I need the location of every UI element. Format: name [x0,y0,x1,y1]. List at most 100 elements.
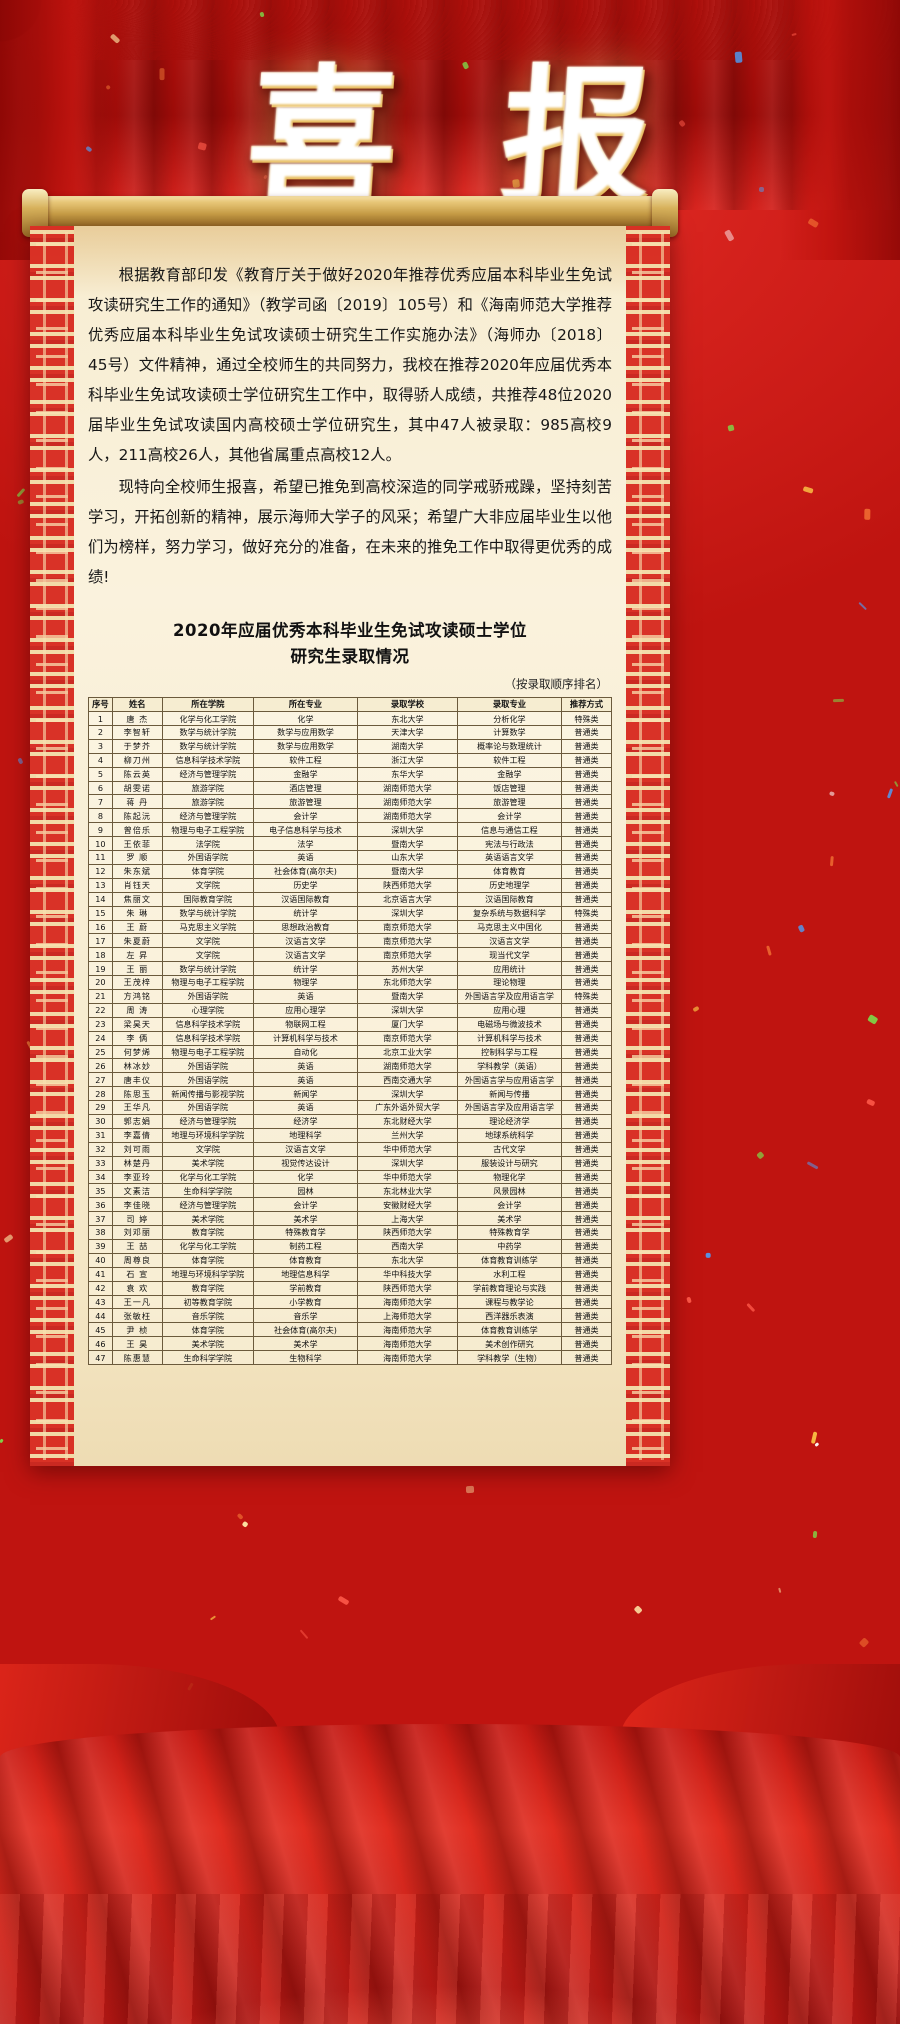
roster-cell: 软件工程 [456,752,563,768]
roster-cell: 朱东斌 [111,863,163,879]
confetti-piece [0,1438,5,1444]
roster-cell: 会计学 [456,1197,563,1213]
roster-cell: 左 昇 [111,947,163,963]
confetti-piece [685,1296,692,1303]
roster-cell: 普通类 [561,1127,612,1143]
roster-cell: 朱 琳 [111,905,163,921]
confetti-piece [727,424,735,432]
roster-cell: 数学与统计学院 [161,725,254,740]
table-row: 19 王 丽数学与统计学院 统计学 苏州大学 应用统计 普通类 [88,961,612,977]
roster-cell: 海南师范大学 [357,1350,458,1365]
roster-cell: 兰州大学 [357,1127,458,1143]
roster-cell: 英语语言文学 [456,850,563,865]
roster-cell: 38 [88,1225,113,1240]
roster-cell: 22 [88,1002,113,1018]
roster-cell: 普通类 [561,808,612,824]
roster-cell: 体育教育 [456,863,563,879]
roster-cell: 马克思主义学院 [161,919,254,935]
roster-cell: 普通类 [561,1002,612,1018]
table-row: 45 尹 桢体育学院 社会体育(高尔夫) 海南师范大学 体育教育训练学 普通类 [88,1322,612,1338]
roster-cell: 现当代文学 [456,947,563,963]
table-row: 21 方鸿铭 外国语学院 英语 暨南大学 外国语言学及应用语言学 特殊类 [88,988,612,1004]
roster-cell: 普通类 [561,1141,612,1157]
announcement-body: 根据教育部印发《教育厅关于做好2020年推荐优秀应届本科毕业生免试攻读研究生工作… [88,260,612,592]
roster-cell: 湖南师范大学 [357,1058,458,1074]
roster-cell: 刘邓丽 [111,1225,163,1240]
table-row: 35 文素洁 生命科学学院 园林 东北林业大学 风景园林 普通类 [88,1183,612,1199]
roster-cell: 历史学 [252,877,359,893]
roster-cell: 3 [88,738,113,754]
roster-cell: 张敏枉 [111,1308,163,1324]
confetti-piece [830,855,834,867]
roster-cell: 普通类 [561,766,612,782]
roster-cell: 思想政治教育 [252,919,359,935]
roster-cell: 外国语言学与应用语言学 [456,1072,563,1088]
silk-drape [0,1724,900,2024]
roster-cell: 柳刀州 [111,752,163,768]
table-row: 46 王 昊美术学院 美术学 海南师范大学 美术创作研究 普通类 [88,1336,612,1352]
roster-cell: 26 [88,1058,113,1074]
roster-cell: 普通类 [561,1183,612,1199]
roster-cell: 社会体育(高尔夫) [252,863,359,879]
roster-cell: 旅游学院 [161,794,254,810]
roster-cell: 会计学 [252,1197,359,1213]
table-row: 36 李佳晓 经济与管理学院 会计学 安徽财经大学 会计学 普通类 [88,1197,612,1213]
roster-cell: 旅游学院 [161,780,254,796]
roster-cell: 体育学院 [161,1322,254,1338]
roster-cell: 普通类 [561,1072,612,1088]
roster-cell: 胡雯诺 [111,780,163,796]
roster-cell: 41 [88,1266,113,1282]
roster-cell: 外国语言学及应用语言学 [456,1100,563,1115]
roster-cell: 物理与电子工程学院 [161,1044,254,1060]
roster-cell: 外国语学院 [161,988,254,1004]
roster-cell: 普通类 [561,1238,612,1254]
roster-cell: 暨南大学 [357,836,458,852]
roster-cell: 42 [88,1280,113,1296]
roster-cell: 普通类 [561,836,612,852]
paragraph-2: 现特向全校师生报喜，希望已推免到高校深造的同学戒骄戒躁，坚持刻苦学习，开拓创新的… [88,478,612,586]
roster-cell: 肖钰天 [111,877,163,893]
roster-cell: 分析化学 [456,711,563,727]
roster-cell: 软件工程 [252,752,359,768]
roster-cell: 服装设计与研究 [456,1155,563,1171]
roster-cell: 视觉传达设计 [252,1155,359,1171]
roster-cell: 物理与电子工程学院 [161,822,254,838]
roster-cell: 应用心理 [456,1002,563,1018]
roster-cell: 南京师范大学 [357,947,458,963]
confetti-piece [3,1233,15,1244]
roster-cell: 初等教育学院 [161,1294,254,1310]
roster-cell: 石 宣 [111,1266,163,1282]
roster-cell: 普通类 [561,961,612,977]
roster-cell: 普通类 [561,1211,612,1227]
confetti-piece [866,1013,879,1025]
roster-cell: 东北财经大学 [357,1113,458,1129]
roster-cell: 数学与统计学院 [161,738,254,754]
roster-cell: 文学院 [161,933,254,949]
confetti-piece [746,1303,755,1313]
roster-cell: 体育教育训练学 [456,1322,563,1338]
roster-cell: 普通类 [561,1016,612,1032]
confetti-piece [692,1005,700,1013]
roster-cell: 南京师范大学 [357,919,458,935]
roster-cell: 湖南师范大学 [357,780,458,796]
roster-cell: 化学与化工学院 [161,711,254,727]
roster-cell: 外国语学院 [161,1100,254,1115]
roster-cell: 35 [88,1183,113,1199]
roster-cell: 安徽财经大学 [357,1197,458,1213]
roster-cell: 数学与应用数学 [252,738,359,754]
roster-cell: 南京师范大学 [357,1030,458,1046]
roster-cell: 美术创作研究 [456,1336,563,1352]
roster-cell: 普通类 [561,877,612,893]
roster-cell: 8 [88,808,113,824]
roster-cell: 经济与管理学院 [161,808,254,824]
scroll: 根据教育部印发《教育厅关于做好2020年推荐优秀应届本科毕业生免试攻读研究生工作… [22,189,678,1466]
roster-cell: 法学 [252,836,359,852]
roster-cell: 古代文学 [456,1141,563,1157]
roster-cell: 美术学 [252,1211,359,1227]
roster-cell: 信息科学技术学院 [161,752,254,768]
roster-cell: 40 [88,1252,113,1268]
table-row: 10 王依菲 法学院 法学 暨南大学 宪法与行政法 普通类 [88,836,612,852]
roster-cell: 概率论与数理统计 [456,738,563,754]
